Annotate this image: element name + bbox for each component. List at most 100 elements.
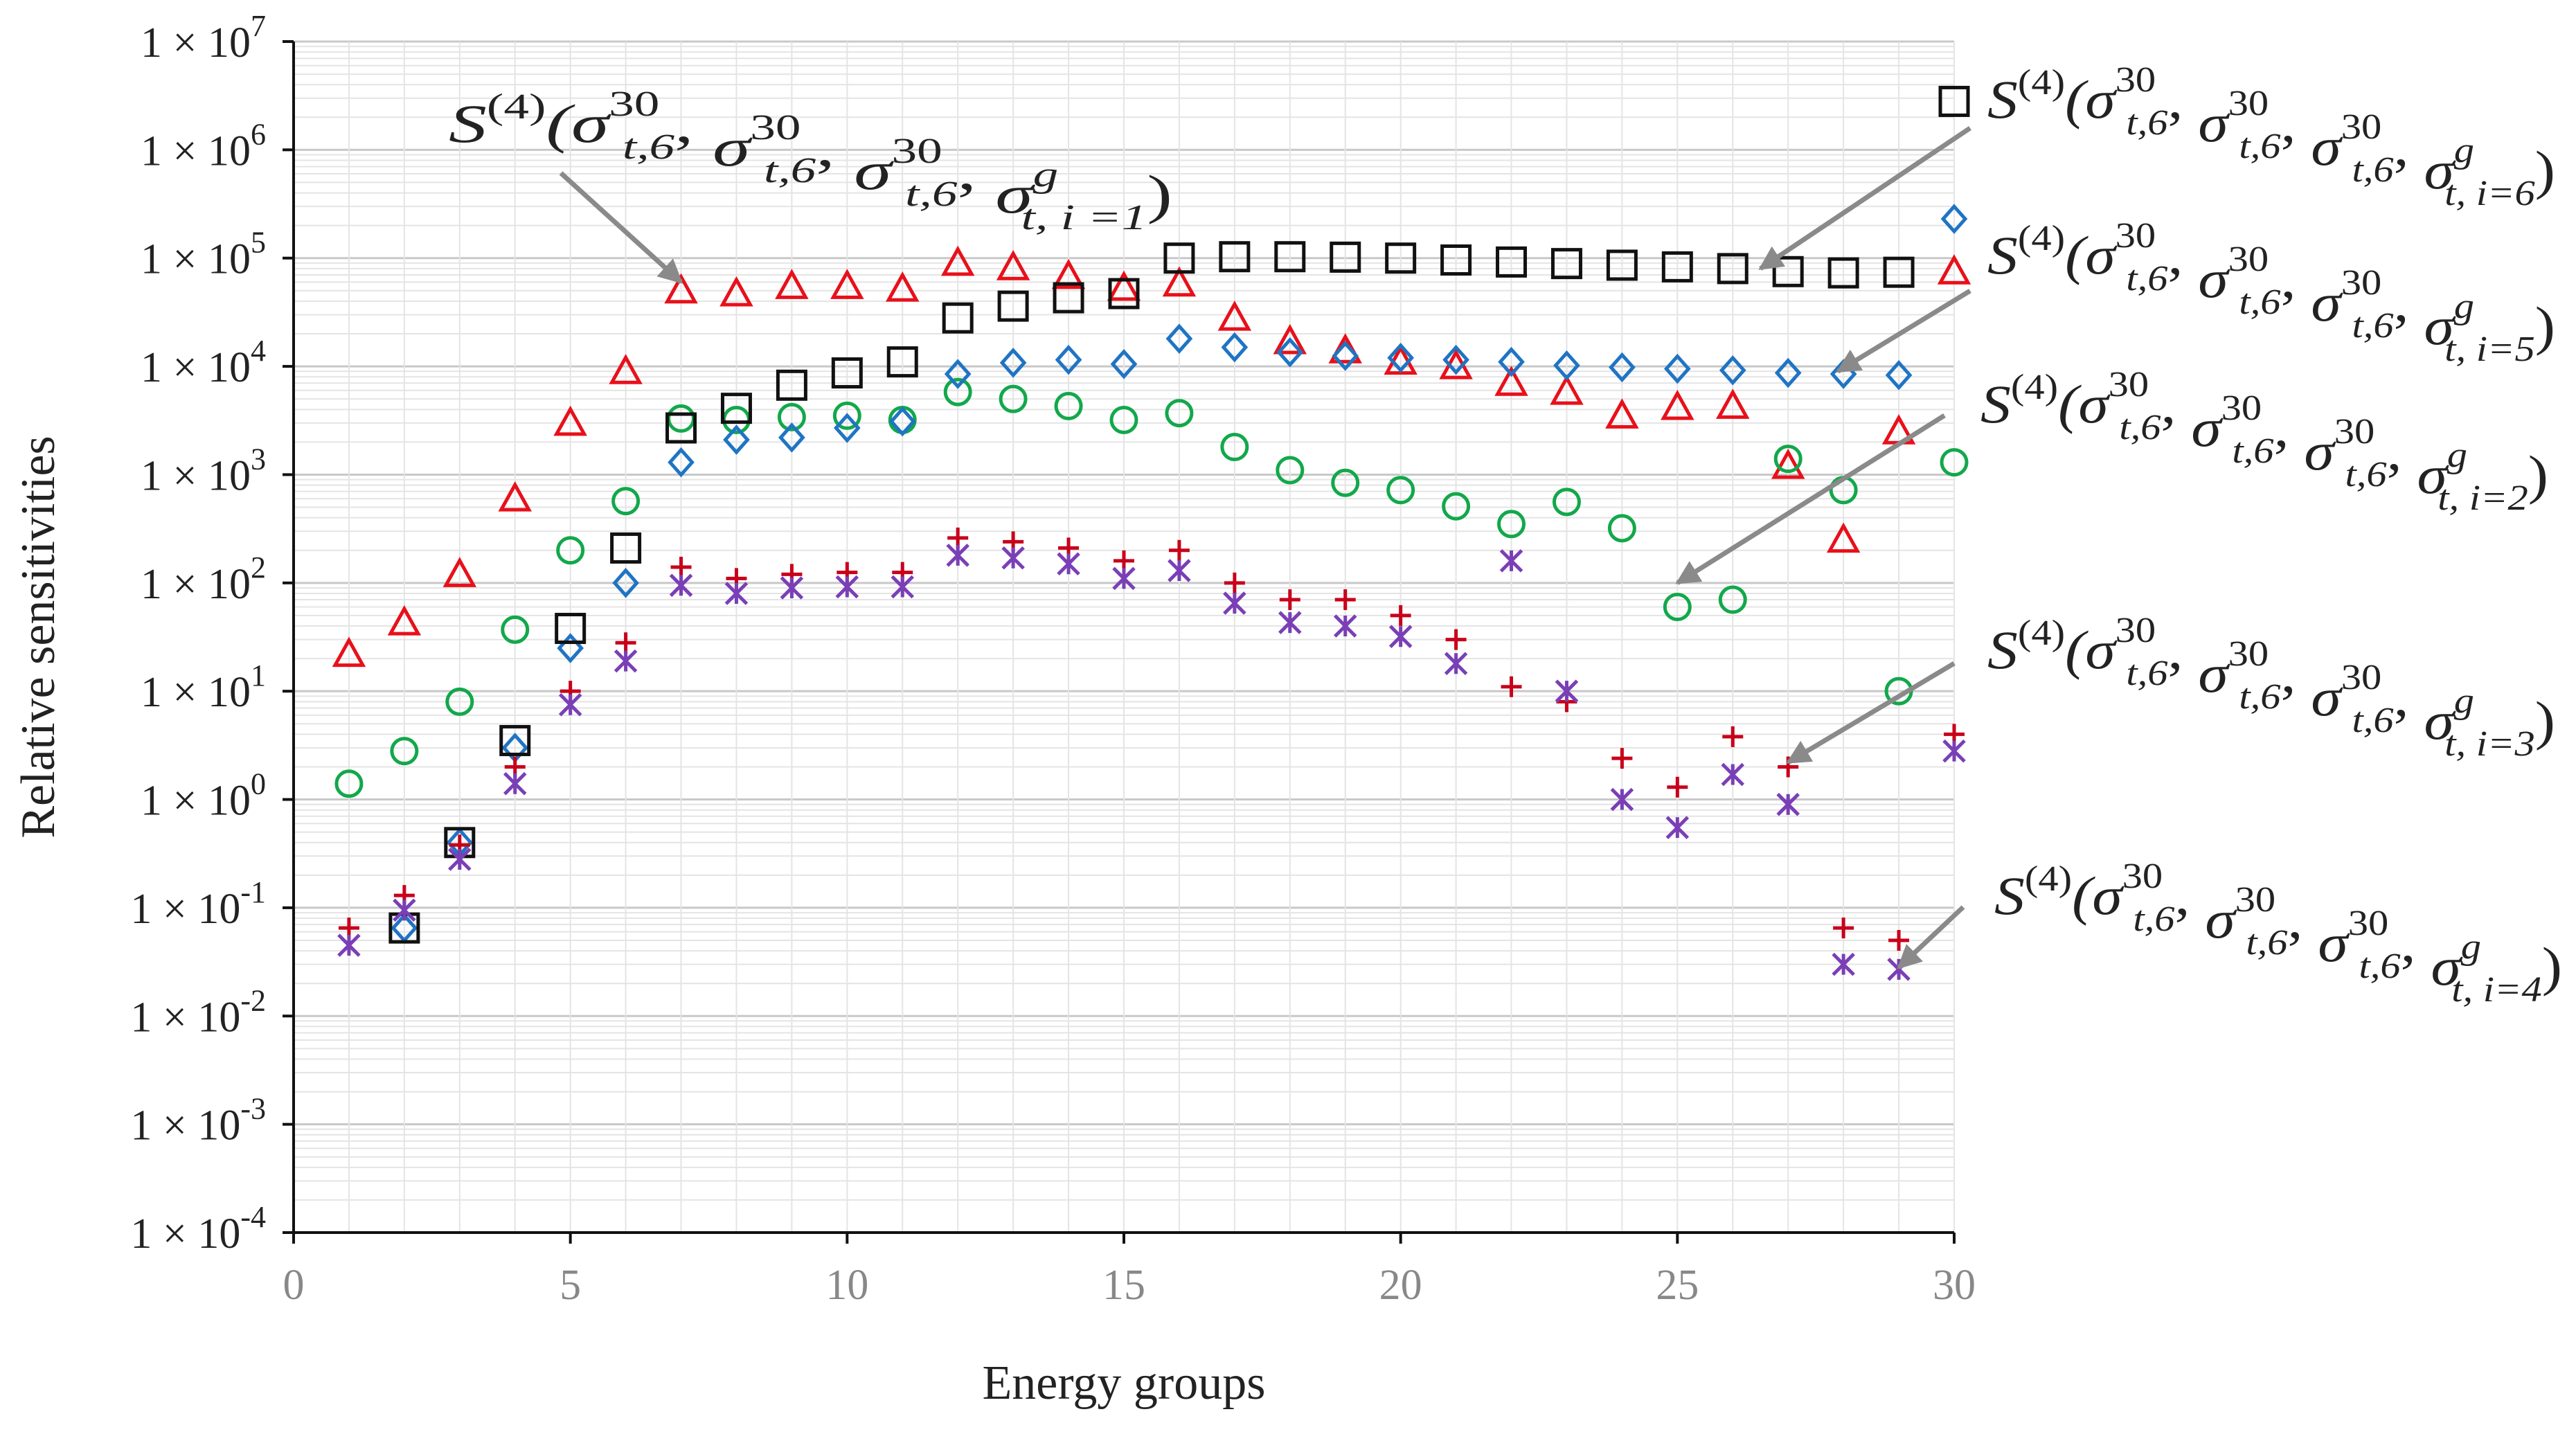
ann-sigma: (σ	[2065, 620, 2117, 680]
series-i-1	[332, 245, 1971, 668]
data-point-i-5	[1553, 350, 1580, 381]
y-tick-base: 1 × 10	[141, 669, 251, 716]
data-point-i-4	[448, 848, 472, 871]
tick-labels: 1 × 10-41 × 10-31 × 10-21 × 10-11 × 1001…	[130, 9, 1976, 1309]
data-point-i-4	[1776, 792, 1800, 816]
ann-sep: ,	[2168, 620, 2199, 680]
ann-sub: t, i=3	[2444, 724, 2534, 764]
data-point-i-1	[387, 605, 422, 636]
data-point-i-3	[615, 632, 636, 654]
data-point-i-5	[723, 424, 750, 455]
data-point-i-4	[1832, 952, 1855, 976]
ann-order: (4)	[2018, 63, 2065, 102]
ann-sep: ,	[2394, 667, 2424, 727]
y-tick-exp: -1	[240, 875, 266, 909]
data-point-i-1	[1937, 254, 1971, 285]
ann-sup: 30	[2116, 611, 2156, 650]
ann-sigma: σ	[854, 141, 894, 201]
y-tick-base: 1 × 10	[130, 994, 240, 1041]
data-point-i-6	[610, 532, 642, 564]
annotation-arrow-i-1	[559, 171, 683, 285]
data-point-i-2	[1276, 456, 1305, 485]
ann-sub: t,6	[2246, 923, 2287, 963]
data-point-i-3	[1390, 605, 1411, 626]
ann-sep: )	[2535, 296, 2555, 356]
data-point-i-2	[1054, 391, 1083, 420]
data-point-i-5	[1332, 341, 1359, 371]
y-axis-title: Relative sensitivities	[12, 436, 65, 838]
y-tick-exp: -4	[240, 1200, 266, 1234]
data-point-i-6	[499, 724, 531, 756]
y-tick-exp: 7	[251, 9, 266, 43]
ann-sep: ,	[816, 117, 854, 177]
data-point-i-5	[1442, 344, 1469, 375]
ann-sep: ,	[2161, 374, 2192, 434]
y-tick-label: 1 × 101	[141, 659, 266, 716]
data-point-i-6	[831, 357, 863, 389]
data-point-i-6	[1108, 278, 1140, 310]
data-point-i-1	[719, 276, 753, 307]
data-point-i-4	[1168, 559, 1191, 582]
data-point-i-5	[1719, 355, 1746, 386]
y-tick-label: 1 × 10-1	[130, 875, 266, 933]
annotation-label-i-3: S(4)(σ 30 t,6, σ30 t,6, σ30 t,6, σg t, i=3)	[1987, 611, 2555, 764]
data-point-i-3	[1722, 726, 1744, 747]
data-point-i-4	[1388, 625, 1413, 648]
ann-sep: ,	[2281, 249, 2311, 309]
y-tick-label: 1 × 10-3	[130, 1092, 266, 1149]
data-point-i-3	[1833, 918, 1854, 939]
data-point-i-3	[1888, 929, 1910, 951]
data-point-i-1	[1826, 522, 1861, 553]
y-tick-label: 1 × 102	[141, 551, 266, 608]
y-tick-base: 1 × 10	[141, 561, 251, 608]
data-point-i-5	[1498, 346, 1525, 377]
data-point-i-6	[720, 393, 752, 424]
ann-sub: t,6	[2126, 259, 2167, 298]
data-point-i-6	[886, 346, 918, 378]
ann-sigma: σ	[2198, 93, 2230, 153]
ann-sub: t,6	[2119, 408, 2161, 447]
y-tick-exp: 0	[251, 767, 266, 801]
ann-sup: 30	[2116, 216, 2156, 256]
data-point-i-2	[1940, 448, 1969, 477]
data-point-i-1	[1771, 448, 1805, 479]
ann-sigma: σ	[2198, 249, 2230, 309]
annotation-label-i-6: S(4)(σ 30 t,6, σ30 t,6, σ30 t,6, σg t, i=6)	[1987, 60, 2555, 213]
data-point-i-2	[1109, 405, 1138, 434]
data-point-i-6	[555, 613, 587, 645]
data-point-i-5	[944, 359, 972, 389]
ann-sigma: σ	[995, 164, 1035, 224]
ann-sigma: σ	[2311, 116, 2343, 177]
x-tick-label: 25	[1656, 1262, 1699, 1309]
data-point-i-4	[1499, 549, 1523, 573]
ann-prefix: S	[1994, 866, 2025, 926]
data-point-i-2	[1497, 510, 1526, 539]
x-tick-label: 15	[1102, 1262, 1145, 1309]
data-point-i-2	[777, 402, 806, 431]
ann-sup: g	[2454, 131, 2474, 170]
data-point-i-1	[830, 269, 864, 299]
ann-sigma: σ	[2417, 445, 2449, 505]
data-point-i-1	[1494, 366, 1528, 396]
data-point-i-4	[558, 692, 582, 717]
series-i-3	[338, 527, 1965, 951]
data-point-i-1	[886, 271, 920, 302]
ann-sub: t,6	[2352, 701, 2393, 740]
ann-sep: ,	[957, 141, 995, 201]
data-point-i-5	[1609, 352, 1636, 383]
y-tick-base: 1 × 10	[130, 886, 240, 933]
data-point-i-5	[1276, 337, 1304, 368]
ann-order: (4)	[2025, 859, 2072, 899]
annotation-arrows	[559, 126, 1971, 969]
data-point-i-2	[1220, 433, 1249, 462]
data-point-i-4	[393, 898, 416, 922]
ann-sigma: σ	[2424, 690, 2456, 751]
y-tick-label: 1 × 103	[141, 442, 266, 499]
data-point-i-4	[1665, 816, 1690, 839]
data-point-i-2	[611, 487, 641, 516]
ann-prefix: S	[1987, 620, 2018, 680]
data-point-i-4	[724, 582, 749, 605]
ann-sigma: σ	[2318, 913, 2350, 973]
ann-sep: ,	[2274, 397, 2305, 458]
